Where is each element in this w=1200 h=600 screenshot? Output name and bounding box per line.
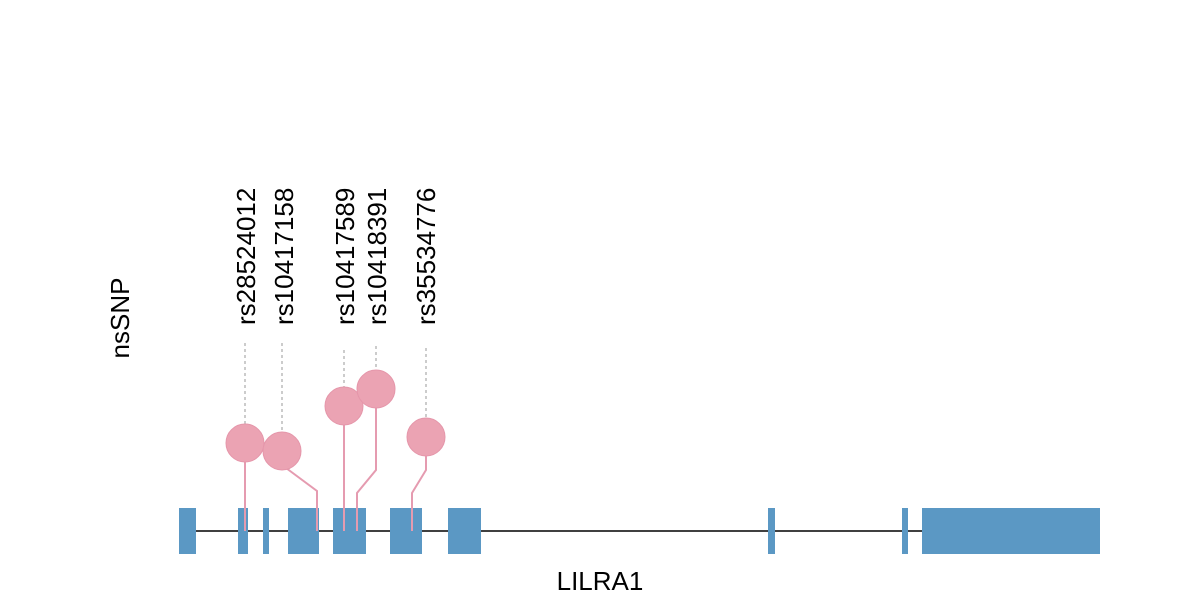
snp-head <box>225 423 265 463</box>
exon <box>768 508 775 554</box>
snp-head <box>356 369 396 409</box>
gene-track <box>179 508 1100 554</box>
gene-name: LILRA1 <box>557 566 644 596</box>
exon <box>179 508 196 554</box>
exon <box>922 508 1100 554</box>
exon <box>902 508 908 554</box>
exon <box>333 508 366 554</box>
snp-label: rs10418391 <box>362 188 392 325</box>
stem <box>281 464 318 531</box>
exon <box>448 508 481 554</box>
snp-head <box>324 386 364 426</box>
exon <box>263 508 269 554</box>
exon <box>288 508 319 554</box>
snp-label: rs10417589 <box>330 188 360 325</box>
exon <box>238 508 248 554</box>
snp-head <box>262 431 302 471</box>
stem <box>356 389 377 531</box>
snp-label: rs10417158 <box>269 188 299 325</box>
snp-label: rs35534776 <box>411 188 441 325</box>
exon <box>390 508 422 554</box>
snp-layer: rs28524012 rs10417158 rs10417589 rs10418391… <box>225 188 446 531</box>
snp-head <box>406 417 446 457</box>
y-label: nsSNP <box>105 278 135 359</box>
snp-label: rs28524012 <box>231 188 261 325</box>
